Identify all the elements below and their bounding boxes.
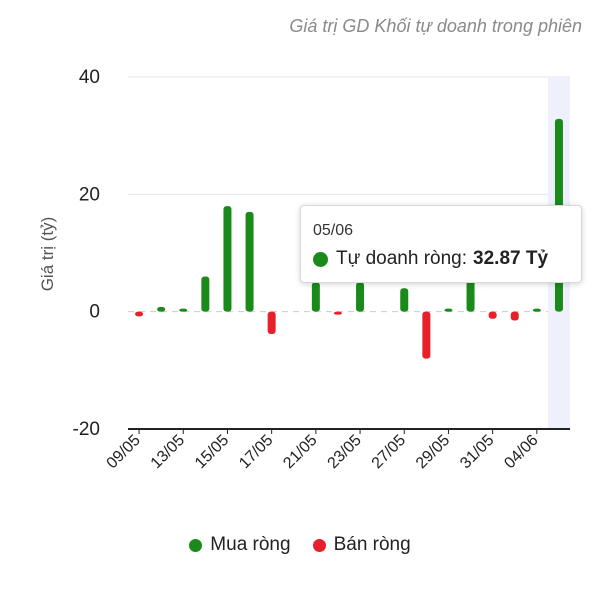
x-tick-label: 15/05: [192, 432, 232, 472]
y-tick-label: -20: [73, 419, 100, 440]
bar-15-05[interactable]: [223, 206, 232, 312]
legend-item-buy[interactable]: Mua ròng: [189, 534, 291, 556]
bar-09-05[interactable]: [135, 311, 144, 317]
x-tick-label: 17/05: [236, 432, 276, 472]
x-tick-label: 29/05: [413, 432, 453, 472]
bar-14-05[interactable]: [201, 276, 210, 312]
y-tick-label: 0: [89, 302, 100, 323]
x-tick-label: 09/05: [104, 432, 144, 472]
bar-31-05[interactable]: [488, 311, 497, 319]
bar-22-05[interactable]: [333, 311, 342, 315]
x-tick-label: 27/05: [369, 432, 409, 472]
bar-21-05[interactable]: [311, 282, 320, 312]
bar-16-05[interactable]: [245, 211, 254, 312]
chart-title: Giá trị GD Khối tự doanh trong phiên: [289, 16, 582, 36]
tooltip-dot-icon: [313, 251, 328, 267]
bar-29-05[interactable]: [444, 308, 453, 312]
bar-28-05[interactable]: [422, 311, 431, 359]
tooltip-row: Tự doanh ròng: 32.87 Tỷ: [313, 248, 548, 270]
bar-10-05[interactable]: [157, 306, 166, 312]
x-tick-label: 23/05: [325, 432, 365, 472]
legend-dot-icon: [189, 538, 203, 552]
x-tick-label: 21/05: [280, 432, 320, 472]
x-tick-label: 13/05: [148, 432, 188, 472]
bar-03-06[interactable]: [510, 311, 519, 321]
bar-23-05[interactable]: [356, 282, 365, 312]
tooltip-date: 05/06: [313, 222, 354, 239]
y-axis-label: Giá trị (tỷ): [38, 216, 57, 292]
legend-item-sell[interactable]: Bán ròng: [312, 534, 411, 556]
bar-04-06[interactable]: [532, 308, 541, 312]
legend-label-buy: Mua ròng: [210, 534, 291, 555]
legend-label-sell: Bán ròng: [333, 534, 411, 555]
bar-17-05[interactable]: [267, 311, 276, 334]
legend-dot-icon: [312, 538, 326, 552]
gridlines: [128, 76, 570, 313]
bar-13-05[interactable]: [179, 308, 188, 312]
y-tick-label: 20: [79, 184, 100, 205]
x-tick-label: 04/06: [501, 432, 541, 472]
bars: [135, 118, 563, 359]
y-tick-label: 40: [79, 67, 100, 88]
legend: Mua ròng Bán ròng: [0, 534, 600, 556]
tooltip-label: Tự doanh ròng:: [336, 248, 468, 269]
tooltip: 05/06 Tự doanh ròng: 32.87 Tỷ: [300, 205, 582, 283]
tooltip-value: 32.87 Tỷ: [473, 248, 549, 269]
x-tick-label: 31/05: [457, 432, 497, 472]
bar-27-05[interactable]: [400, 288, 409, 312]
